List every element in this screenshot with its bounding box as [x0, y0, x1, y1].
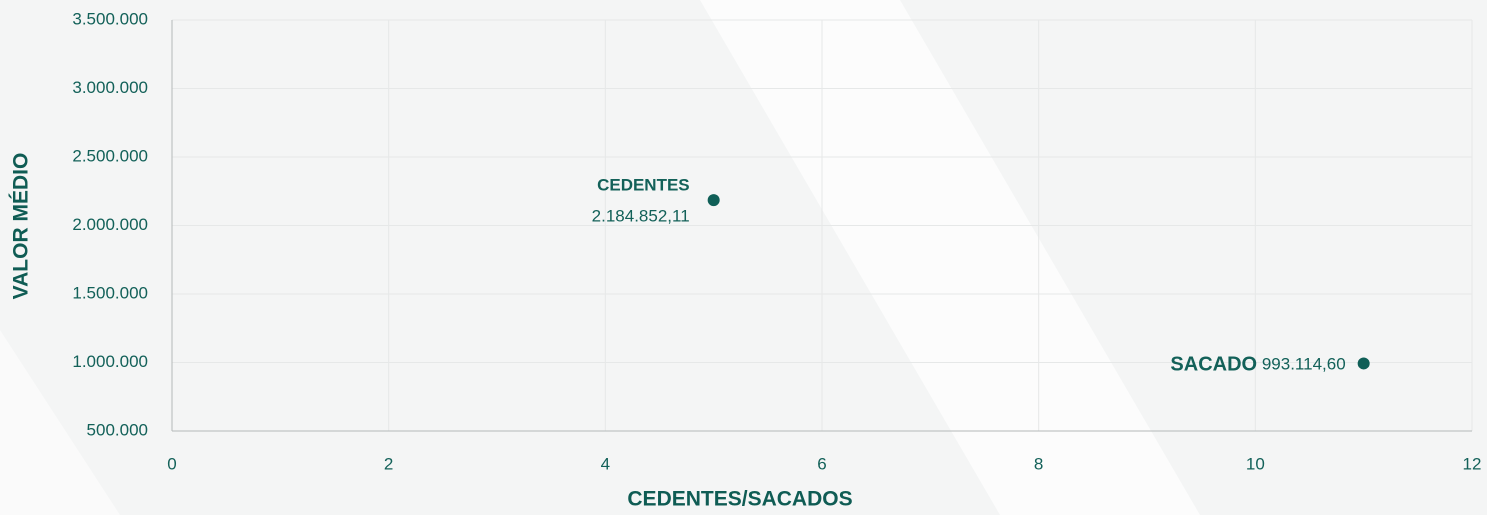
- y-tick-label: 500.000: [87, 420, 148, 439]
- data-label: 993.114,60: [1262, 355, 1346, 374]
- y-tick-label: 1.000.000: [72, 352, 148, 371]
- x-tick-label: 6: [817, 454, 826, 473]
- x-tick-label: 12: [1463, 454, 1482, 473]
- x-tick-label: 4: [601, 454, 610, 473]
- y-tick-label: 2.500.000: [72, 146, 148, 165]
- x-axis-title: CEDENTES/SACADOS: [627, 488, 852, 511]
- scatter-point: [1357, 357, 1370, 370]
- y-tick-label: 3.500.000: [72, 9, 148, 28]
- point-name: SACADO: [1170, 354, 1257, 376]
- data-label: 2.184.852,11: [592, 207, 690, 226]
- point-name: CEDENTES: [597, 176, 690, 195]
- x-tick-label: 8: [1034, 454, 1043, 473]
- point-label: SACADO 993.114,60: [1170, 354, 1345, 376]
- x-tick-label: 0: [167, 454, 176, 473]
- x-tick-label: 10: [1246, 454, 1265, 473]
- y-tick-label: 3.000.000: [72, 78, 148, 97]
- y-tick-label: 2.000.000: [72, 215, 148, 234]
- background-stripe: [700, 0, 1200, 515]
- y-axis-title: VALOR MÉDIO: [10, 153, 33, 300]
- scatter-point: [707, 194, 720, 207]
- x-tick-label: 2: [384, 454, 393, 473]
- background-stripe: [0, 330, 120, 515]
- y-tick-label: 1.500.000: [72, 283, 148, 302]
